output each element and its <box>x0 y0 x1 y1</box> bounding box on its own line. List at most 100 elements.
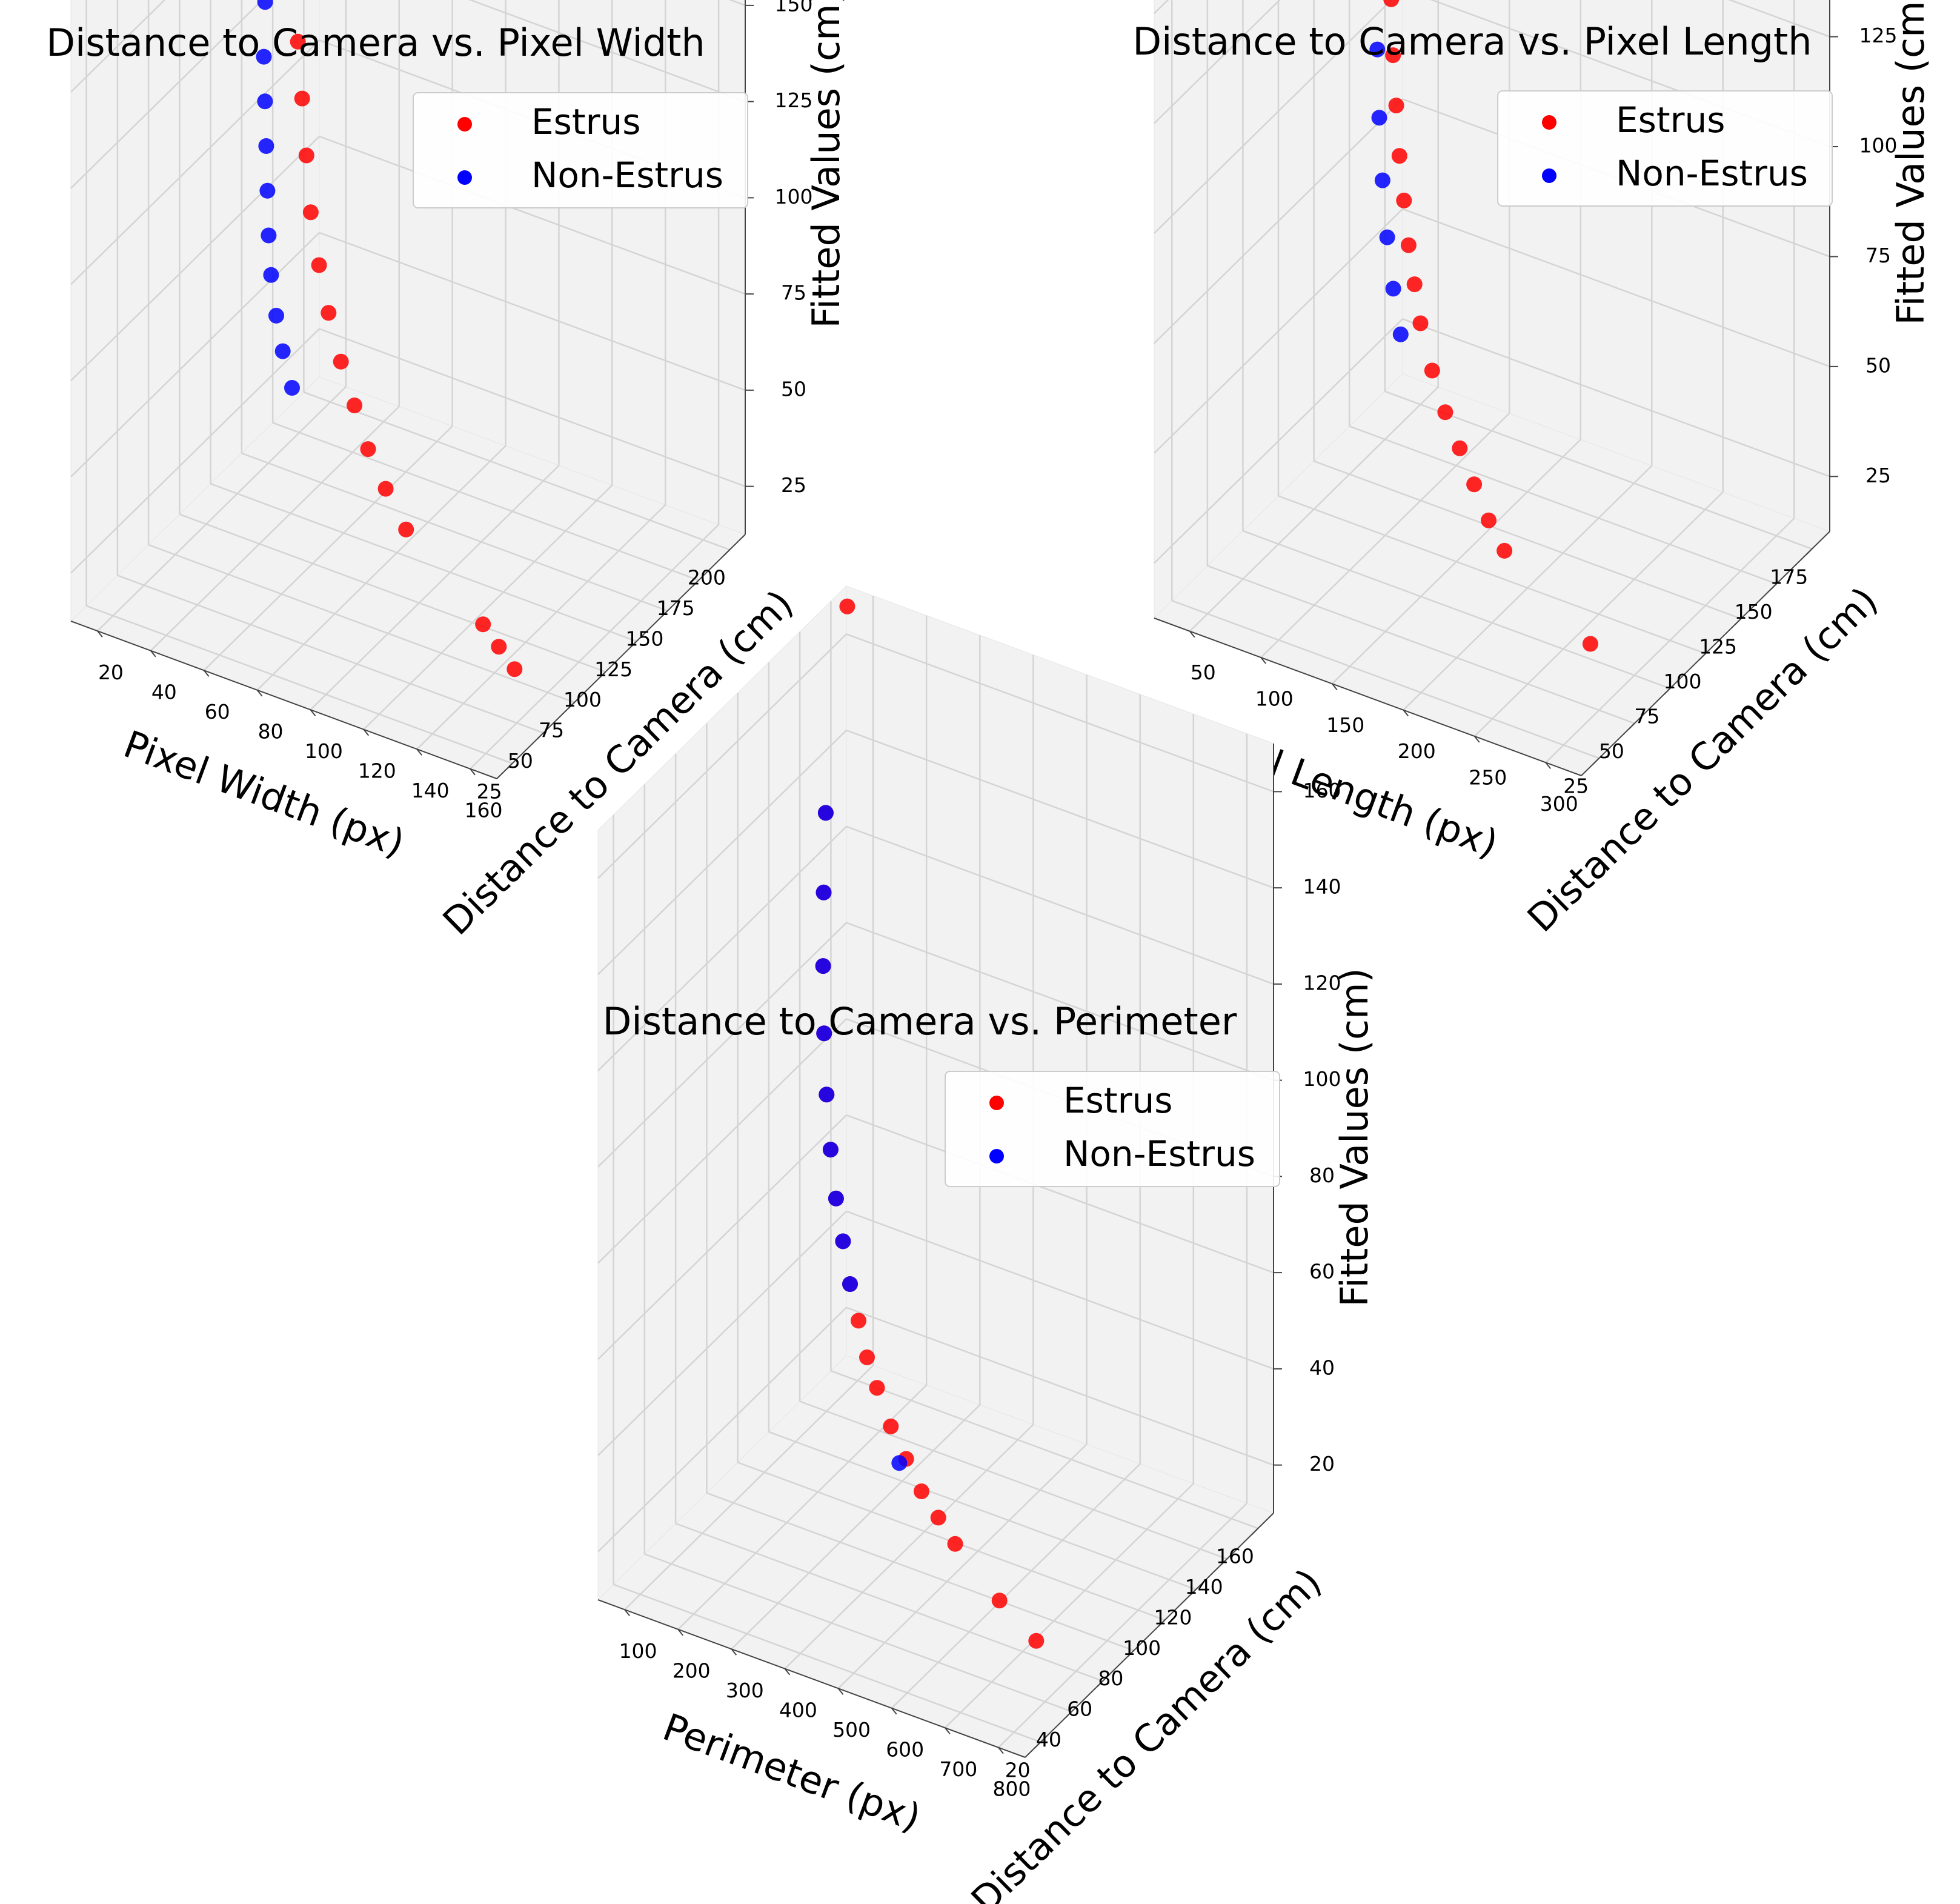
z-gridline-right <box>1728 0 1830 38</box>
z-tick-label: 125 <box>1859 24 1898 47</box>
data-point <box>347 398 363 413</box>
y-gridline-floor <box>117 574 544 734</box>
y-gridline-floor <box>1384 390 1813 550</box>
y-tick <box>1592 757 1600 765</box>
x-gridline-floor <box>150 405 400 651</box>
y-tick-label: 160 <box>1216 1545 1254 1568</box>
data-point <box>1396 192 1412 208</box>
x-gridline-floor <box>731 1404 981 1650</box>
x-tick <box>837 1688 844 1695</box>
x-tick <box>731 1648 737 1656</box>
z-tick-label: 160 <box>1303 779 1341 802</box>
y-tick-label: 140 <box>1185 1575 1223 1599</box>
z-axis-label: Fitted Values (cm) <box>1889 0 1933 325</box>
y-tick <box>1189 1589 1197 1596</box>
data-point <box>930 1510 946 1526</box>
z-tick-label: 150 <box>775 0 813 16</box>
data-point <box>1406 276 1423 293</box>
legend-box <box>945 1071 1280 1187</box>
x-tick-label: 80 <box>258 719 284 743</box>
z-tick-label: 75 <box>1865 244 1891 267</box>
x-tick-label: 20 <box>98 661 124 684</box>
x-tick <box>1545 762 1552 769</box>
y-tick-label: 125 <box>594 657 633 681</box>
z-tick-label: 40 <box>1309 1356 1335 1379</box>
y-tick <box>692 579 699 587</box>
z-gridline-left <box>597 633 847 879</box>
y-gridline-floor <box>179 513 606 673</box>
x-tick-label: 140 <box>411 779 450 802</box>
y-tick-label: 100 <box>563 688 602 711</box>
data-point <box>475 616 491 633</box>
x-tick-label: 600 <box>886 1737 924 1761</box>
y-tick-label: 25 <box>1563 774 1589 798</box>
y-tick-label: 200 <box>688 566 726 590</box>
z-gridline-left <box>1154 98 1403 344</box>
x-tick <box>203 670 210 677</box>
y-gridline-floor <box>1171 600 1600 759</box>
x-tick <box>416 748 422 756</box>
y-tick <box>505 763 513 770</box>
data-point <box>1412 315 1429 331</box>
x-tick <box>256 690 263 697</box>
x-gridline-floor <box>416 504 666 750</box>
data-point <box>333 353 349 370</box>
legend-marker <box>457 170 472 185</box>
chart-title: Distance to Camera vs. Perimeter <box>603 999 1237 1044</box>
z-tick-label: 20 <box>1309 1452 1335 1476</box>
legend: Estrus Non-Estrus <box>945 1071 1280 1187</box>
y-gridline-floor <box>799 1400 1227 1560</box>
data-point <box>1385 281 1401 297</box>
x-axis-line <box>597 1599 1026 1758</box>
y-gridline-floor <box>1278 495 1706 654</box>
data-point <box>1028 1633 1045 1649</box>
y-tick-label: 150 <box>1735 600 1773 624</box>
x-tick <box>998 1747 1004 1754</box>
x-gridline-floor <box>310 465 560 711</box>
z-gridline-right <box>846 1307 1274 1466</box>
y-tick <box>661 610 668 617</box>
x-tick <box>784 1668 791 1676</box>
z-gridline-left <box>70 0 166 93</box>
legend-label: Non-Estrus <box>1616 153 1808 194</box>
legend-box <box>1497 90 1833 207</box>
data-point <box>816 884 832 900</box>
z-tick-label: 100 <box>1303 1067 1341 1091</box>
legend-label: Estrus <box>1063 1080 1172 1121</box>
legend-marker <box>457 117 472 131</box>
data-point <box>891 1455 908 1471</box>
z-tick-label: 60 <box>1309 1260 1335 1283</box>
z-tick-label: 120 <box>1303 971 1341 994</box>
z-gridline-left <box>70 0 264 189</box>
z-gridline-left <box>597 922 847 1168</box>
y-tick-label: 25 <box>477 779 502 803</box>
data-point <box>913 1483 929 1499</box>
z-gridline-left <box>597 730 847 976</box>
y-tick-label: 75 <box>1634 705 1659 728</box>
data-point <box>1582 636 1598 652</box>
x-tick-label: 400 <box>779 1698 817 1722</box>
z-gridline-left <box>597 1018 847 1264</box>
z-tick-label: 25 <box>781 473 806 497</box>
data-point <box>256 48 272 65</box>
z-gridline-left <box>70 136 320 382</box>
data-point <box>268 307 284 324</box>
data-point <box>842 1276 858 1292</box>
subplot-perimeter: 1002003004005006007008002040608010012014… <box>597 585 1377 1904</box>
series-non-estrus <box>1369 41 1409 342</box>
z-axis-label: Fitted Values (cm) <box>1332 968 1377 1307</box>
data-point <box>377 481 394 497</box>
y-tick <box>630 641 637 648</box>
z-gridline-right <box>846 825 1274 985</box>
data-point <box>1371 110 1387 126</box>
x-axis-line <box>70 621 497 779</box>
y-gridline-floor <box>210 483 637 642</box>
data-points <box>256 0 523 677</box>
z-gridline-left <box>70 39 320 285</box>
chart-title: Distance to Camera vs. Pixel Length <box>1132 19 1812 64</box>
x-gridline-floor <box>470 524 719 770</box>
z-gridline-right <box>846 633 1274 793</box>
legend-marker <box>1542 115 1556 130</box>
y-tick <box>1663 688 1671 695</box>
x-axis-label: Pixel Width (px) <box>118 722 410 866</box>
